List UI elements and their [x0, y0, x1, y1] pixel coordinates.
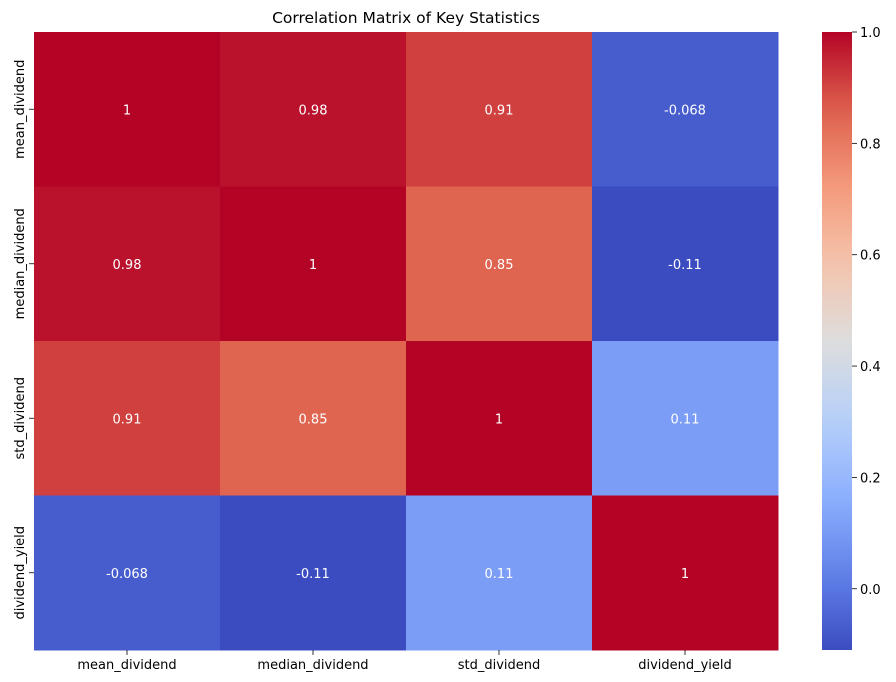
- heatmap-cell: [406, 186, 593, 342]
- colorbar-gradient: [822, 32, 852, 650]
- heatmap-cell: [220, 341, 407, 496]
- heatmap-cell: [220, 186, 407, 342]
- x-tick-label: mean_dividend: [77, 658, 176, 673]
- y-tick-label: dividend_yield: [13, 526, 28, 620]
- cell-annotation: 0.85: [485, 258, 514, 273]
- chart-title: Correlation Matrix of Key Statistics: [272, 9, 540, 27]
- y-tick-label: std_dividend: [13, 377, 28, 460]
- cell-annotation: 0.91: [113, 412, 142, 427]
- heatmap-cell: [34, 186, 221, 342]
- heatmap-cell: [34, 341, 221, 496]
- y-tick-label: median_dividend: [13, 208, 28, 319]
- y-tick-label: mean_dividend: [13, 60, 28, 159]
- cell-annotation: 0.11: [485, 567, 514, 582]
- colorbar-tick-label: 0.4: [860, 360, 881, 375]
- y-axis: mean_dividend median_dividend std_dividend…: [13, 60, 34, 620]
- heatmap-cells: [34, 32, 779, 651]
- x-tick-label: std_dividend: [458, 658, 541, 673]
- colorbar-tick-label: 0.2: [860, 471, 881, 486]
- heatmap-cell: [406, 32, 593, 187]
- cell-annotation: -0.068: [664, 103, 706, 118]
- cell-annotation: 0.98: [299, 103, 328, 118]
- cell-annotation: 1: [309, 258, 317, 273]
- cell-annotation: 0.11: [671, 412, 700, 427]
- cell-annotation: -0.11: [296, 567, 330, 582]
- colorbar: 0.0 0.2 0.4 0.6 0.8 1.0: [822, 26, 881, 650]
- colorbar-tick-label: 0.0: [860, 583, 881, 598]
- x-axis: mean_dividend median_dividend std_dividend…: [77, 650, 732, 673]
- cell-annotation: 0.85: [299, 412, 328, 427]
- heatmap-cell: [220, 32, 407, 187]
- colorbar-tick-label: 1.0: [860, 26, 881, 41]
- heatmap-cell: [406, 341, 593, 496]
- heatmap-cell: [220, 495, 407, 651]
- heatmap-cell: [34, 495, 221, 651]
- heatmap-cell: [34, 32, 221, 187]
- x-tick-label: dividend_yield: [638, 658, 732, 673]
- heatmap-cell: [592, 186, 779, 342]
- heatmap-cell: [592, 341, 779, 496]
- cell-annotation: -0.11: [668, 258, 702, 273]
- heatmap-cell: [592, 495, 779, 651]
- heatmap-cell: [592, 32, 779, 187]
- colorbar-tick-label: 0.6: [860, 249, 881, 264]
- cell-annotation: 0.91: [485, 103, 514, 118]
- cell-annotation: 1: [123, 103, 131, 118]
- cell-annotation: 0.98: [113, 258, 142, 273]
- cell-annotation: 1: [681, 567, 689, 582]
- x-tick-label: median_dividend: [257, 658, 368, 673]
- heatmap-cell: [406, 495, 593, 651]
- cell-annotation: -0.068: [106, 567, 148, 582]
- heatmap-annotations: 1 0.98 0.91 -0.068 0.98 1 0.85 -0.11 0.91 0.85 1 0.…: [106, 103, 706, 582]
- colorbar-tick-label: 0.8: [860, 137, 881, 152]
- cell-annotation: 1: [495, 412, 503, 427]
